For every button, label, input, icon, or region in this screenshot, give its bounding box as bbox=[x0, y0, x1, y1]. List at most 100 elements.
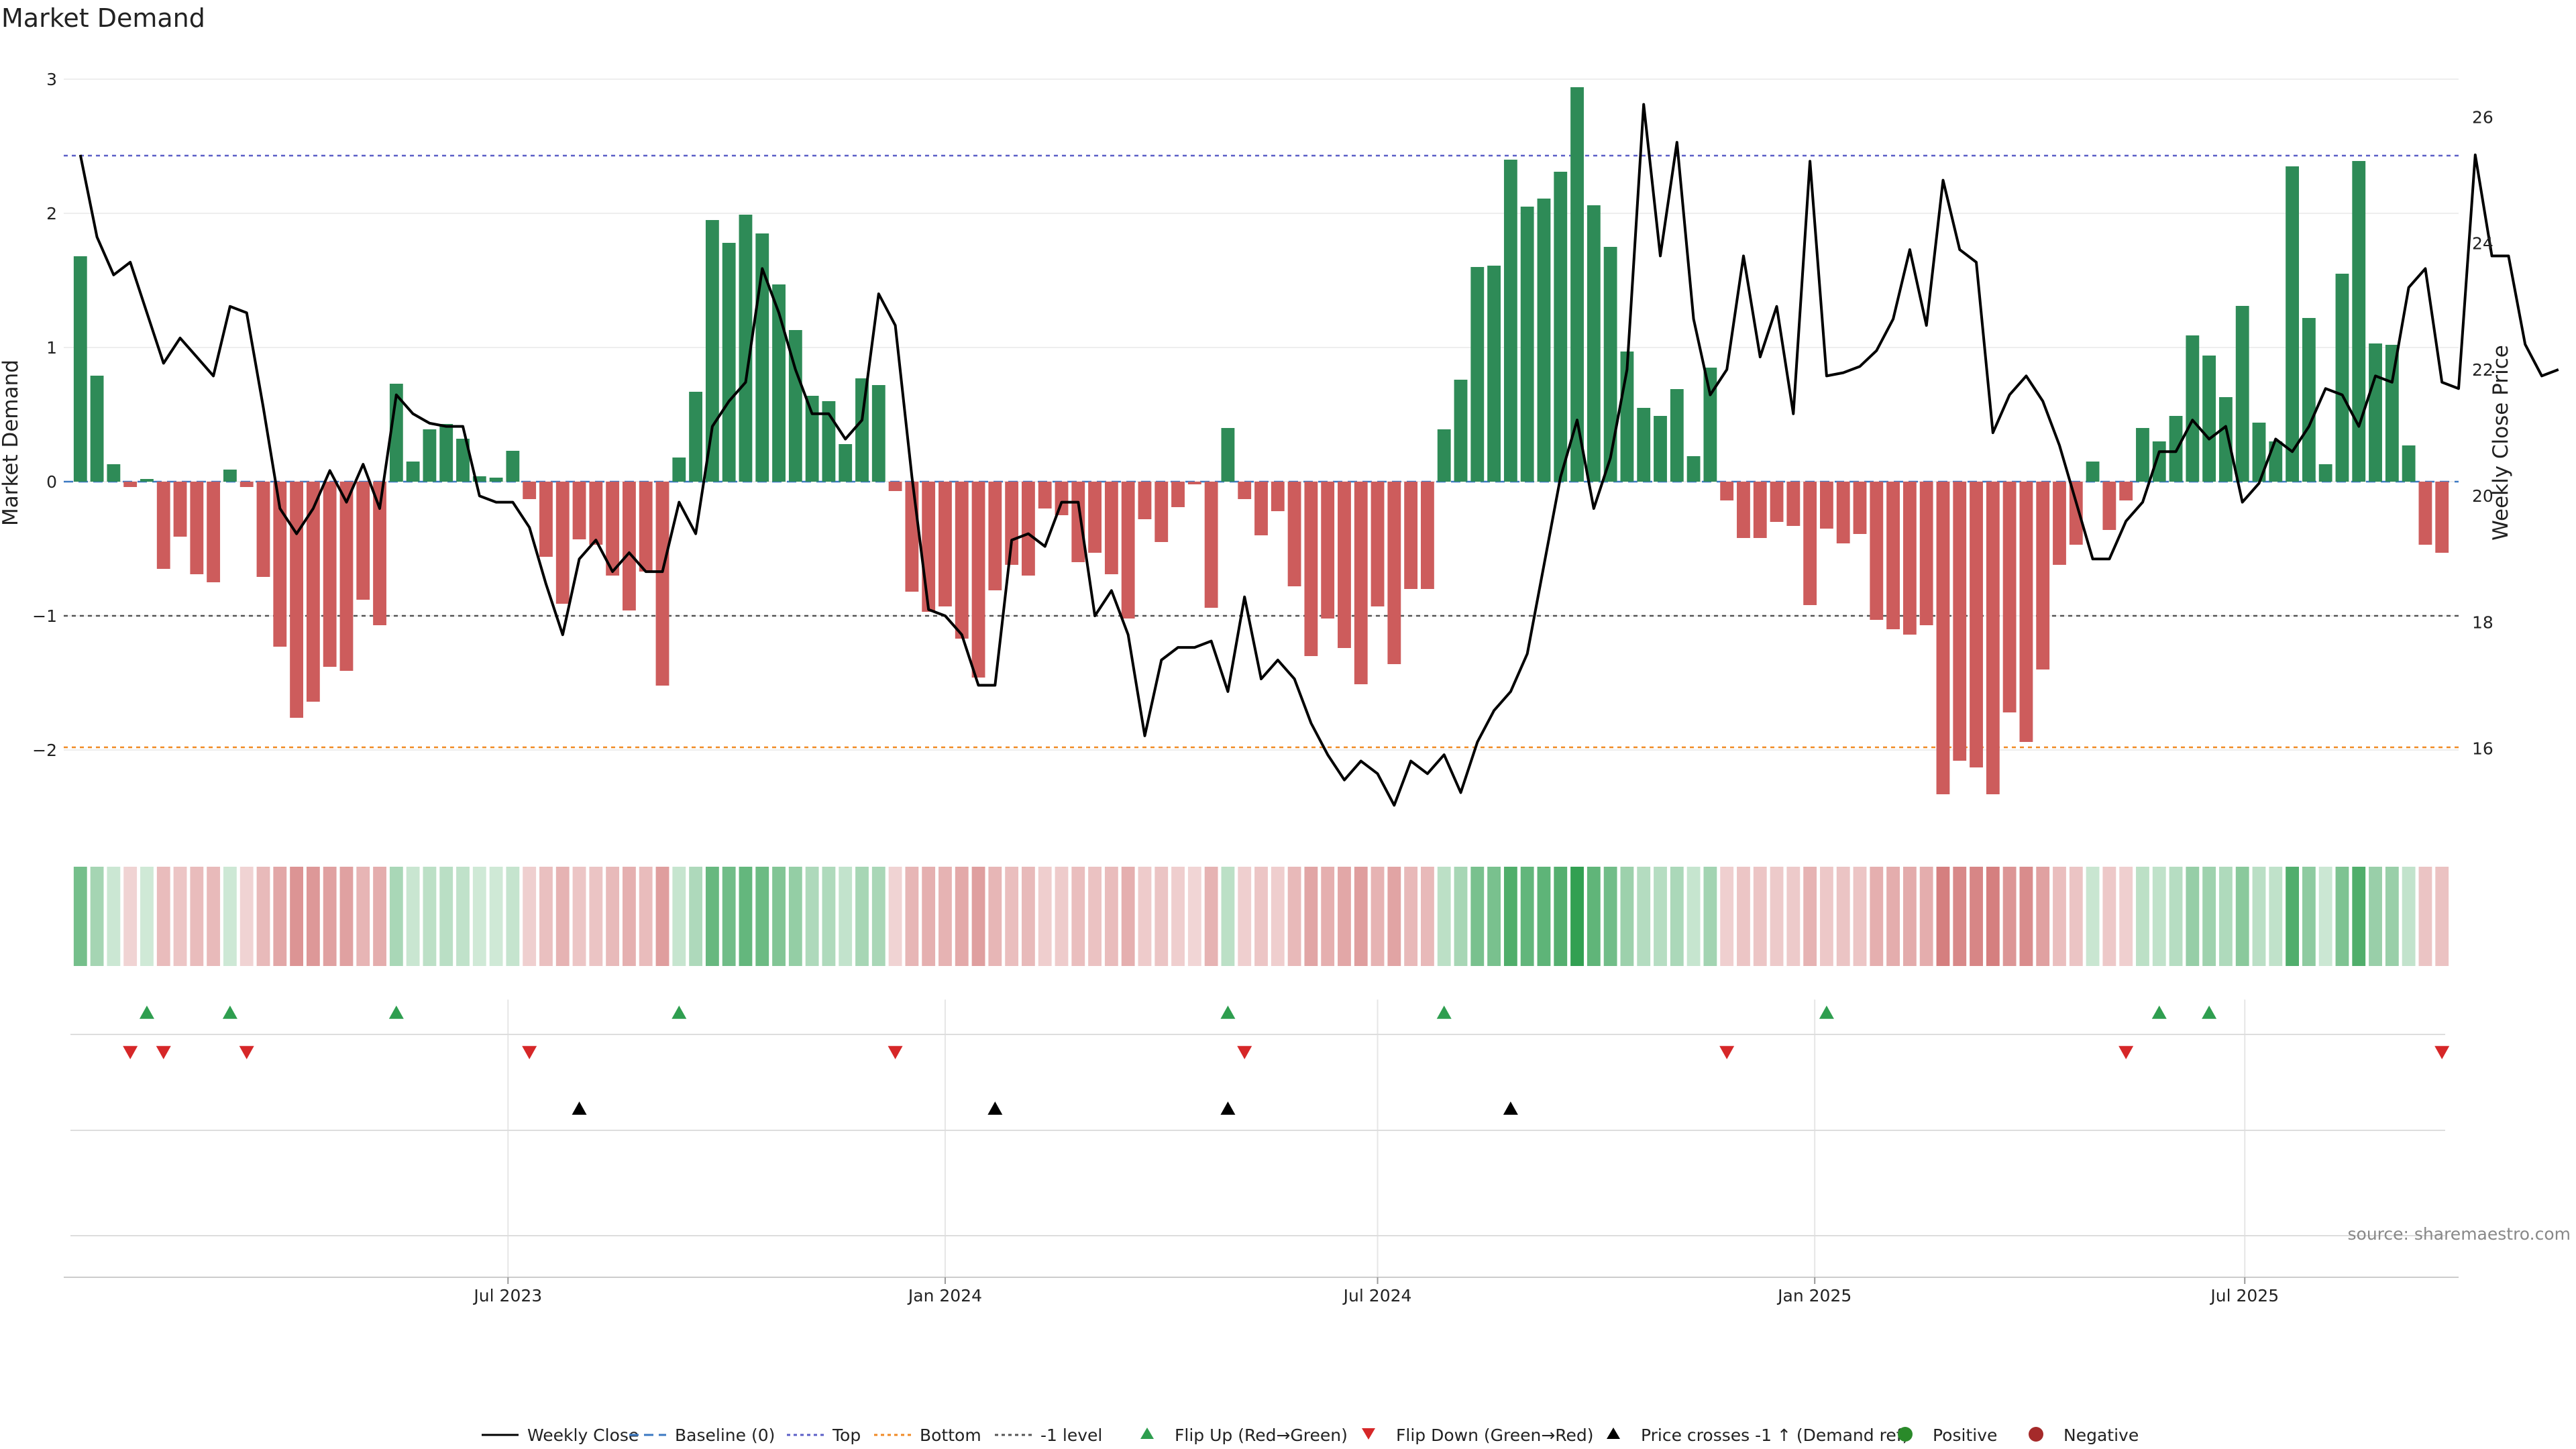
demand-bar bbox=[1321, 482, 1335, 619]
heat-strip-cell bbox=[1720, 867, 1734, 966]
demand-bar bbox=[1503, 160, 1517, 482]
flip-down-marker bbox=[888, 1046, 903, 1059]
demand-bar bbox=[123, 482, 138, 487]
demand-bar bbox=[1720, 482, 1734, 500]
demand-bar bbox=[772, 284, 786, 482]
demand-bar bbox=[922, 482, 936, 612]
demand-bar bbox=[1670, 389, 1684, 482]
y2-tick-label: 24 bbox=[2472, 234, 2493, 254]
heat-strip-cell bbox=[1038, 867, 1052, 966]
legend-item: Weekly Close bbox=[482, 1426, 639, 1445]
heat-strip-cell bbox=[1603, 867, 1617, 966]
heat-strip-cell bbox=[2202, 867, 2216, 966]
heat-strip-cell bbox=[1055, 867, 1069, 966]
heat-strip-cell bbox=[1121, 867, 1135, 966]
flip-down-marker bbox=[2434, 1046, 2450, 1059]
heat-strip-cell bbox=[888, 867, 902, 966]
heat-strip-cell bbox=[90, 867, 104, 966]
legend-swatch bbox=[1607, 1428, 1620, 1439]
heat-strip-cell bbox=[107, 867, 121, 966]
demand-bar bbox=[1155, 482, 1169, 542]
heat-strip-cell bbox=[2286, 867, 2299, 966]
heat-strip-cell bbox=[555, 867, 570, 966]
heat-strip-cell bbox=[1936, 867, 1950, 966]
demand-bar bbox=[1953, 482, 1967, 761]
heat-strip-cell bbox=[1853, 867, 1867, 966]
demand-bar bbox=[1338, 482, 1351, 648]
heat-strip-cell bbox=[1654, 867, 1667, 966]
demand-bar bbox=[2219, 397, 2233, 482]
heat-strip-cell bbox=[2235, 867, 2249, 966]
flip-down-marker bbox=[123, 1046, 138, 1059]
demand-bar bbox=[1055, 482, 1069, 515]
y2-tick-label: 18 bbox=[2472, 612, 2493, 632]
demand-bar bbox=[639, 482, 653, 572]
demand-bar bbox=[1254, 482, 1268, 535]
axes: −2 −1 0 1 2 3 16 18 20 22 24 26 bbox=[32, 70, 2493, 760]
heat-strip-cell bbox=[1088, 867, 1102, 966]
demand-bar bbox=[323, 482, 337, 667]
heat-strip-cell bbox=[1953, 867, 1967, 966]
legend-item: Negative bbox=[2029, 1426, 2139, 1445]
heat-strip-cell bbox=[772, 867, 786, 966]
heat-strip-cell bbox=[489, 867, 503, 966]
demand-bar bbox=[2086, 462, 2100, 482]
heat-strip-cell bbox=[788, 867, 802, 966]
heat-strip-cell bbox=[2036, 867, 2050, 966]
heat-strip-cell bbox=[2335, 867, 2349, 966]
demand-bar bbox=[523, 482, 537, 499]
demand-bar bbox=[1437, 429, 1451, 482]
heat-strip-cell bbox=[1354, 867, 1368, 966]
heat-strip-cell bbox=[1703, 867, 1717, 966]
demand-bar bbox=[805, 396, 819, 482]
demand-bar bbox=[1238, 482, 1252, 499]
legend-label: Negative bbox=[2063, 1426, 2139, 1445]
demand-bar bbox=[1654, 416, 1667, 482]
heat-strip-cell bbox=[1620, 867, 1634, 966]
legend-swatch bbox=[2029, 1427, 2043, 1442]
legend-label: Bottom bbox=[920, 1426, 981, 1445]
demand-bar bbox=[905, 482, 919, 592]
demand-bar bbox=[1071, 482, 1085, 562]
heat-strip-cell bbox=[1902, 867, 1917, 966]
heat-strip-cell bbox=[1022, 867, 1035, 966]
y2-tick-label: 22 bbox=[2472, 360, 2493, 380]
demand-bar bbox=[506, 451, 520, 482]
demand-bar bbox=[572, 482, 586, 539]
flip-up-marker bbox=[2151, 1006, 2167, 1019]
heat-strip-cell bbox=[1404, 867, 1418, 966]
y-tick-label: 3 bbox=[46, 70, 57, 89]
demand-bar bbox=[423, 429, 437, 482]
heat-strip-cell bbox=[2136, 867, 2149, 966]
legend-label: Positive bbox=[1933, 1426, 1997, 1445]
heat-strip-cell bbox=[2002, 867, 2017, 966]
demand-bar bbox=[1537, 199, 1551, 482]
y-tick-label: 2 bbox=[46, 204, 57, 223]
heat-strip-cell bbox=[988, 867, 1002, 966]
heat-strip-cell bbox=[1371, 867, 1385, 966]
heat-strip-cell bbox=[689, 867, 702, 966]
heat-strip-cell bbox=[1686, 867, 1701, 966]
heat-strip-cell bbox=[1437, 867, 1451, 966]
heat-strip-cell bbox=[539, 867, 553, 966]
heat-strip-cell bbox=[523, 867, 537, 966]
demand-bar bbox=[2119, 482, 2133, 500]
heat-strip-cell bbox=[389, 867, 403, 966]
heat-strip-cell bbox=[1271, 867, 1285, 966]
heat-strip-cell bbox=[2169, 867, 2183, 966]
heat-strip-cell bbox=[1770, 867, 1784, 966]
heat-strip-cell bbox=[1071, 867, 1085, 966]
demand-bar bbox=[1138, 482, 1152, 519]
demand-bar bbox=[2318, 464, 2332, 482]
demand-bar bbox=[1803, 482, 1817, 605]
demand-bar bbox=[1770, 482, 1784, 522]
demand-bar bbox=[1753, 482, 1767, 538]
y2-tick-label: 16 bbox=[2472, 739, 2493, 759]
legend-item: Price crosses -1 ↑ (Demand ref) bbox=[1607, 1426, 1909, 1445]
heat-strip-cell bbox=[207, 867, 221, 966]
heat-strip-cell bbox=[971, 867, 985, 966]
chart-title: Market Demand bbox=[1, 3, 205, 33]
heat-strip-cell bbox=[1204, 867, 1218, 966]
demand-bar bbox=[90, 376, 104, 482]
heat-strip-cell bbox=[1454, 867, 1468, 966]
